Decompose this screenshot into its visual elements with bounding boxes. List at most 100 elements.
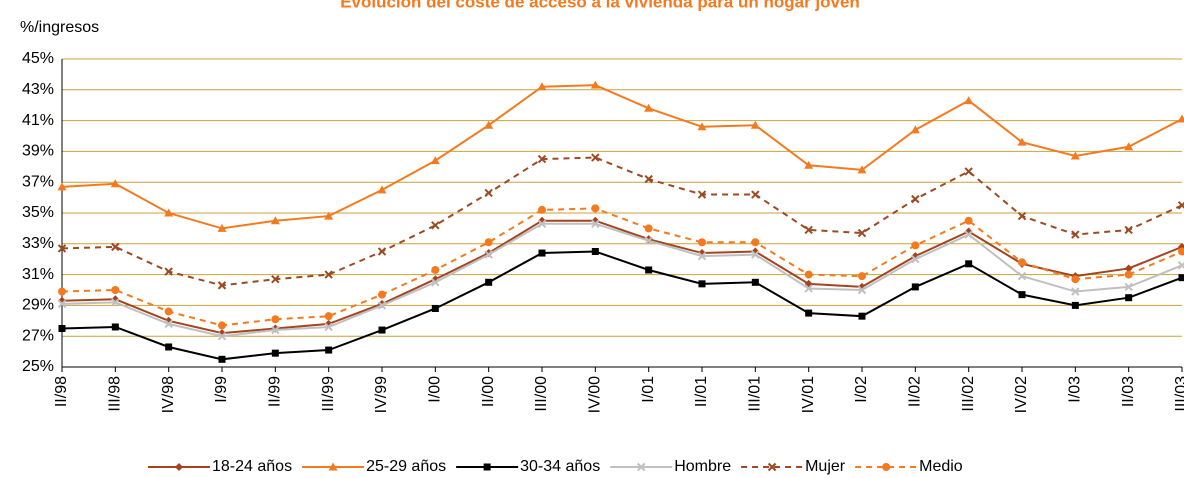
x-tick-label: IV/01 bbox=[800, 376, 817, 413]
point bbox=[430, 156, 440, 165]
legend-label: 30-34 años bbox=[520, 458, 600, 475]
y-tick-label: 29% bbox=[22, 297, 54, 314]
y-tick-label: 39% bbox=[22, 143, 54, 160]
point bbox=[111, 298, 120, 307]
point bbox=[1071, 287, 1080, 296]
point bbox=[964, 230, 973, 239]
point bbox=[804, 284, 813, 293]
legend-label: 18-24 años bbox=[212, 458, 292, 475]
y-tick-label: 35% bbox=[22, 204, 54, 221]
point bbox=[910, 125, 920, 134]
point bbox=[378, 290, 386, 299]
point bbox=[538, 205, 546, 214]
point bbox=[431, 265, 440, 274]
point bbox=[1124, 270, 1133, 279]
point bbox=[1124, 264, 1133, 273]
point bbox=[750, 120, 760, 129]
series-line bbox=[61, 207, 1183, 327]
point bbox=[1124, 282, 1133, 292]
legend-label: Mujer bbox=[805, 458, 846, 475]
legend-marker bbox=[882, 463, 891, 471]
point bbox=[1177, 114, 1184, 123]
point bbox=[538, 249, 546, 257]
point bbox=[58, 287, 66, 296]
point bbox=[857, 165, 867, 174]
point bbox=[751, 250, 760, 259]
point bbox=[111, 242, 120, 252]
point bbox=[111, 286, 120, 294]
point bbox=[751, 238, 760, 247]
y-tick-label: 43% bbox=[22, 81, 54, 98]
point bbox=[805, 309, 813, 317]
point bbox=[857, 228, 867, 238]
point bbox=[217, 331, 227, 341]
x-tick-label: I/99 bbox=[213, 376, 230, 403]
point bbox=[964, 167, 973, 176]
point bbox=[857, 285, 867, 295]
point bbox=[57, 244, 67, 253]
point bbox=[324, 312, 333, 321]
point bbox=[1017, 137, 1027, 146]
point bbox=[57, 182, 67, 191]
point bbox=[165, 343, 173, 351]
point bbox=[484, 238, 493, 247]
x-tick-label: I/03 bbox=[1067, 376, 1084, 403]
x-tick-label: II/02 bbox=[907, 376, 924, 407]
legend-item: 30-34 años bbox=[456, 458, 600, 475]
x-tick-label: II/99 bbox=[267, 376, 284, 407]
legend-item: Mujer bbox=[741, 458, 846, 475]
point bbox=[537, 82, 547, 91]
y-tick-label: 33% bbox=[22, 235, 54, 252]
point bbox=[271, 275, 280, 284]
x-tick-label: III/02 bbox=[960, 376, 977, 412]
point bbox=[164, 208, 174, 217]
series-line bbox=[61, 250, 1183, 361]
point bbox=[57, 299, 67, 309]
point bbox=[804, 160, 814, 169]
point bbox=[751, 278, 759, 286]
y-tick-label: 41% bbox=[22, 112, 54, 129]
point bbox=[324, 270, 333, 279]
point bbox=[271, 349, 279, 357]
legend-label: 25-29 años bbox=[366, 458, 446, 475]
point bbox=[484, 188, 493, 198]
point bbox=[431, 221, 440, 230]
legend-marker bbox=[636, 462, 646, 472]
point bbox=[1178, 274, 1184, 282]
point bbox=[697, 251, 707, 261]
y-axis-label: %/ingresos bbox=[20, 19, 99, 36]
legend-marker bbox=[175, 463, 183, 471]
point bbox=[537, 154, 547, 164]
series-line bbox=[61, 222, 1183, 338]
point bbox=[1124, 225, 1133, 235]
point bbox=[697, 190, 707, 199]
point bbox=[1070, 151, 1080, 160]
point bbox=[484, 120, 494, 129]
series-line bbox=[61, 84, 1183, 230]
point bbox=[1125, 294, 1133, 302]
point bbox=[804, 225, 813, 235]
point bbox=[590, 80, 600, 89]
point bbox=[1178, 247, 1184, 256]
y-tick-label: 45% bbox=[22, 50, 54, 67]
point bbox=[217, 223, 227, 232]
point bbox=[1071, 230, 1080, 239]
point bbox=[644, 236, 653, 245]
point bbox=[1177, 201, 1184, 210]
point bbox=[698, 238, 706, 247]
point bbox=[537, 219, 547, 228]
x-tick-label: II/00 bbox=[480, 376, 497, 407]
legend-item: Medio bbox=[855, 458, 963, 475]
point bbox=[644, 103, 654, 112]
x-tick-label: I/01 bbox=[640, 376, 657, 403]
series-line bbox=[61, 219, 1183, 335]
point bbox=[1071, 301, 1079, 309]
x-tick-label: III/99 bbox=[320, 376, 337, 412]
point bbox=[217, 281, 227, 290]
point bbox=[698, 249, 706, 258]
point bbox=[431, 278, 440, 287]
point bbox=[218, 321, 226, 330]
point bbox=[1017, 271, 1027, 281]
legend-label: Hombre bbox=[674, 458, 731, 475]
